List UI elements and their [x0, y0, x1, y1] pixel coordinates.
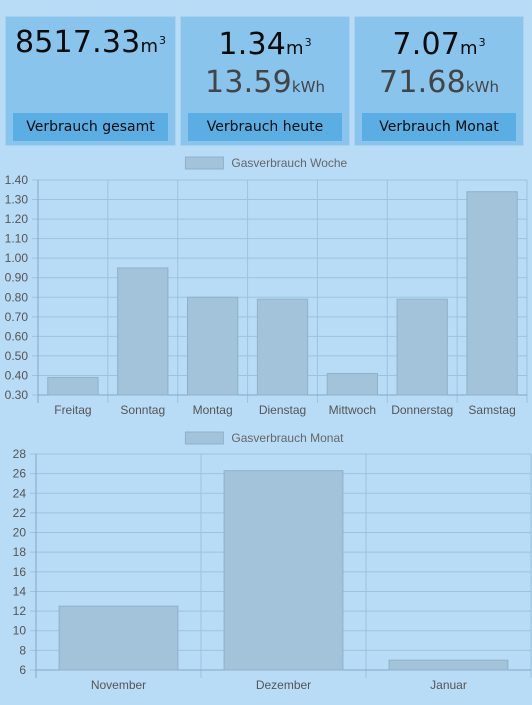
legend-swatch	[184, 156, 224, 170]
total-value-unit: m3	[140, 34, 166, 57]
x-tick-label: November	[91, 678, 146, 692]
month-consumption-label: Verbrauch Monat	[362, 113, 516, 141]
month-value-number: 7.07	[392, 27, 461, 62]
y-tick-label: 8	[19, 643, 26, 657]
y-tick-label: 0.60	[5, 329, 29, 343]
x-tick-label: Montag	[193, 403, 233, 417]
total-consumption-label: Verbrauch gesamt	[13, 113, 168, 141]
x-tick-label: Mittwoch	[329, 403, 376, 417]
y-tick-label: 1.40	[5, 173, 29, 187]
x-tick-label: Sonntag	[120, 403, 165, 417]
bar	[47, 376, 99, 396]
today-value: 1.34m3	[181, 27, 349, 62]
today-energy-number: 13.59	[205, 65, 292, 100]
chart-legend: Gasverbrauch Monat	[184, 431, 344, 445]
y-tick-label: 10	[13, 624, 27, 638]
y-tick-label: 0.80	[5, 290, 29, 304]
total-unit-text: m	[140, 36, 158, 57]
x-tick-label: Donnerstag	[391, 403, 453, 417]
y-tick-label: 24	[13, 486, 27, 500]
bar	[388, 659, 509, 671]
y-tick-label: 16	[13, 565, 27, 579]
bar	[223, 470, 344, 671]
x-tick-label: Januar	[430, 678, 467, 692]
x-tick-label: Dezember	[256, 678, 311, 692]
bar	[466, 191, 518, 396]
legend-label: Gasverbrauch Woche	[231, 156, 347, 170]
monthly-gas-chart: Gasverbrauch Monat 6 8 10 12 14 16 18 20 22 24 26 28…	[13, 431, 532, 692]
y-tick-label: 1.00	[5, 251, 29, 265]
y-tick-label: 14	[13, 584, 27, 598]
y-tick-label: 28	[13, 447, 27, 461]
y-tick-label: 0.40	[5, 368, 29, 382]
bar	[256, 298, 309, 396]
month-energy-unit: kWh	[465, 78, 499, 96]
month-energy: 71.68kWh	[355, 65, 523, 100]
bar	[186, 296, 239, 396]
today-energy: 13.59kWh	[181, 65, 349, 100]
y-tick-label: 1.10	[5, 232, 29, 246]
x-tick-label: Freitag	[54, 403, 91, 417]
month-value-unit: m3	[460, 36, 486, 59]
total-value: 8517.33m3	[6, 25, 175, 60]
legend-label: Gasverbrauch Monat	[231, 431, 344, 445]
today-value-unit: m3	[286, 36, 312, 59]
month-unit-text: m	[460, 38, 478, 59]
chart-legend: Gasverbrauch Woche	[184, 156, 348, 170]
total-unit-sup: 3	[159, 34, 166, 47]
x-tick-label: Dienstag	[259, 403, 306, 417]
y-tick-label: 20	[13, 526, 27, 540]
today-value-number: 1.34	[218, 27, 287, 62]
y-tick-label: 1.30	[5, 193, 29, 207]
today-unit-text: m	[286, 38, 304, 59]
y-tick-label: 6	[19, 663, 26, 677]
y-tick-label: 0.30	[5, 388, 29, 402]
today-consumption-card: 1.34m3 13.59kWh Verbrauch heute	[180, 16, 350, 146]
today-energy-unit: kWh	[291, 78, 325, 96]
legend-swatch	[184, 431, 224, 445]
y-tick-label: 26	[13, 467, 27, 481]
month-consumption-card: 7.07m3 71.68kWh Verbrauch Monat	[354, 16, 524, 146]
bar	[396, 298, 448, 396]
bar	[326, 373, 379, 396]
today-unit-sup: 3	[304, 36, 312, 49]
y-tick-label: 0.50	[5, 349, 29, 363]
y-tick-label: 18	[13, 545, 27, 559]
y-tick-label: 12	[13, 604, 27, 618]
month-energy-number: 71.68	[379, 65, 466, 100]
y-tick-label: 0.70	[5, 310, 29, 324]
bar	[117, 267, 169, 396]
y-tick-label: 1.20	[5, 212, 29, 226]
month-value: 7.07m3	[355, 27, 523, 62]
weekly-gas-chart: Gasverbrauch Woche 0.30 0.40 0.50 0.60 0.70 0.…	[5, 156, 528, 417]
y-tick-label: 0.90	[5, 271, 29, 285]
x-tick-label: Samstag	[468, 403, 515, 417]
total-consumption-card: 8517.33m3 Verbrauch gesamt	[5, 16, 176, 146]
bar	[58, 605, 179, 671]
month-unit-sup: 3	[478, 36, 486, 49]
today-consumption-label: Verbrauch heute	[188, 113, 342, 141]
y-tick-label: 22	[13, 506, 27, 520]
total-value-number: 8517.33	[14, 25, 141, 60]
